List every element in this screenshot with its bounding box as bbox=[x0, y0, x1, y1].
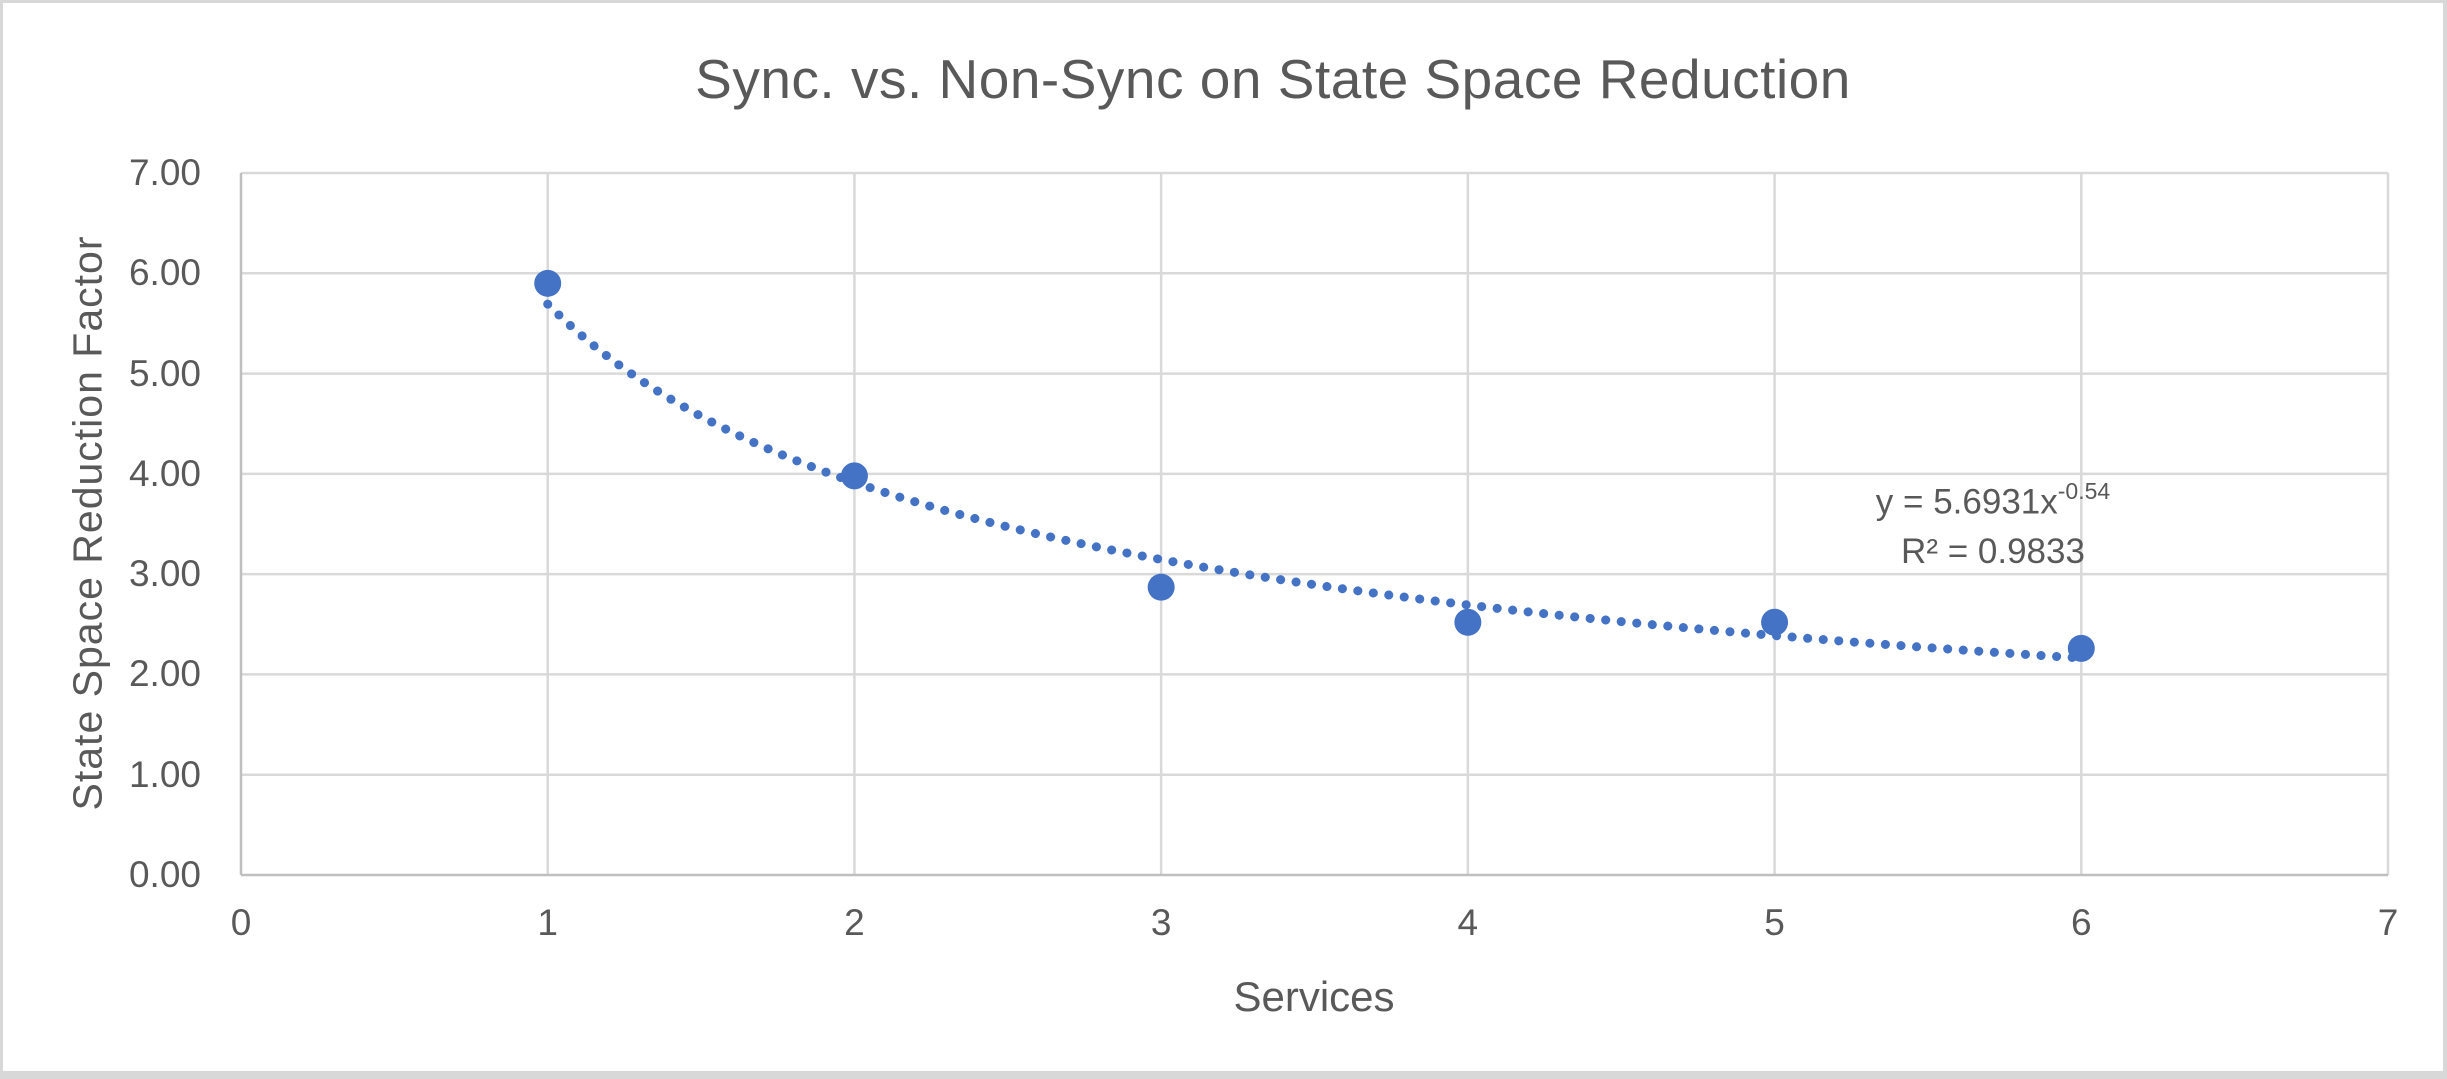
y-axis-tick-label: 2.00 bbox=[128, 653, 201, 695]
data-point bbox=[1454, 608, 1482, 636]
y-axis-tick-label: 5.00 bbox=[128, 352, 201, 394]
x-axis-tick-label: 4 bbox=[1457, 902, 1479, 943]
y-axis-title: State Space Reduction Factor bbox=[64, 235, 111, 811]
trendline-equation: y = 5.6931x-0.54 bbox=[1876, 469, 2110, 527]
data-point bbox=[534, 269, 562, 297]
x-axis-tick-label: 3 bbox=[1150, 902, 1172, 943]
x-axis-tick-label: 5 bbox=[1764, 902, 1785, 943]
y-axis-tick-label: 6.00 bbox=[128, 252, 201, 294]
data-point bbox=[1147, 573, 1175, 601]
x-axis-tick-label: 7 bbox=[2377, 902, 2399, 943]
x-axis-title: Services bbox=[1233, 973, 1395, 1020]
x-axis-tick-label: 0 bbox=[230, 902, 252, 943]
y-axis-tick-label: 3.00 bbox=[128, 553, 201, 595]
trendline bbox=[543, 299, 2086, 663]
y-axis-tick-label: 7.00 bbox=[128, 152, 201, 193]
x-axis-tick-label: 1 bbox=[537, 902, 558, 943]
y-axis-tick-label: 4.00 bbox=[128, 452, 201, 494]
x-axis-tick-label: 6 bbox=[2070, 902, 2092, 943]
plot-area bbox=[239, 171, 2390, 877]
x-axis-tick-label: 2 bbox=[844, 902, 865, 943]
y-axis-tick-label: 1.00 bbox=[128, 753, 201, 795]
trendline-equation-base: y = 5.6931x bbox=[1875, 482, 2058, 522]
trendline-label: y = 5.6931x-0.54 R² = 0.9833 bbox=[1876, 469, 2110, 576]
trendline-equation-exponent: -0.54 bbox=[2057, 478, 2111, 504]
data-point bbox=[1761, 608, 1789, 636]
y-axis-tick-label: 0.00 bbox=[128, 854, 201, 895]
data-point bbox=[840, 462, 868, 490]
trendline-r-squared: R² = 0.9833 bbox=[1901, 531, 2085, 571]
data-point bbox=[2067, 634, 2095, 662]
chart-title: Sync. vs. Non-Sync on State Space Reduct… bbox=[695, 48, 1851, 110]
